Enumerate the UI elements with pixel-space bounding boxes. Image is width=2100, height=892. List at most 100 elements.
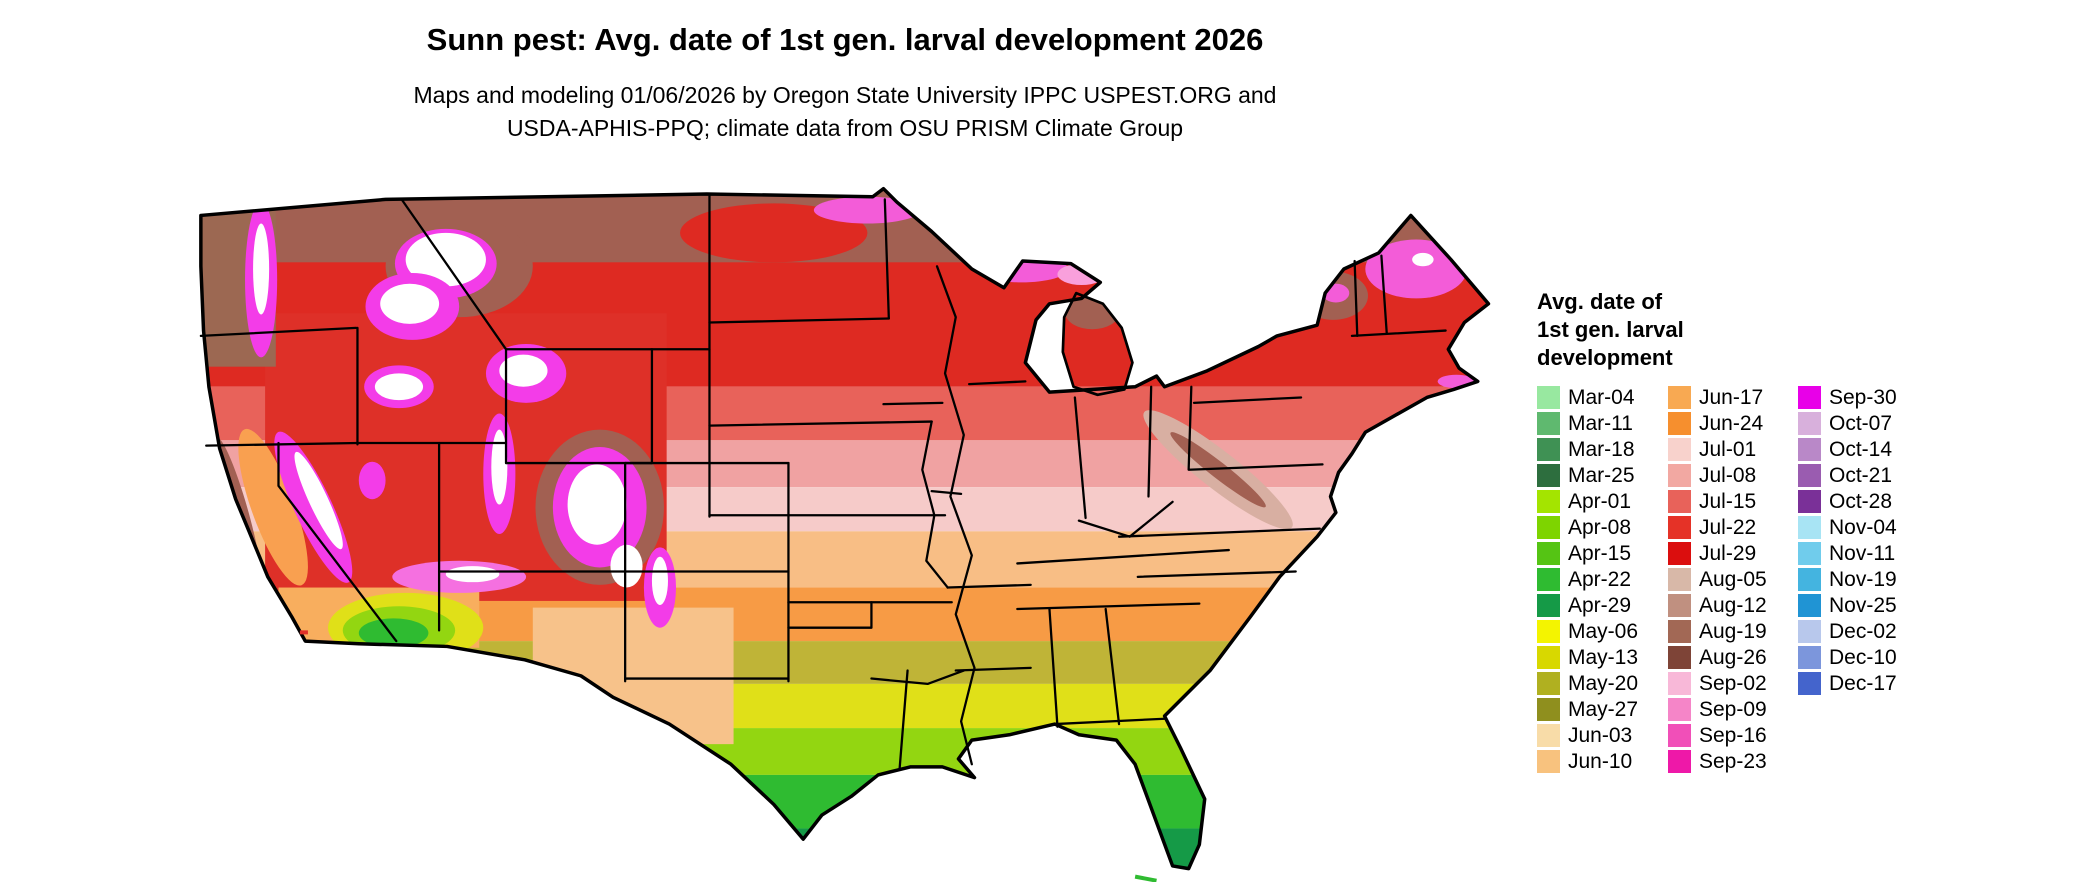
legend-entry: Jul-22	[1668, 516, 1798, 539]
legend-swatch	[1798, 490, 1821, 513]
legend-entry: Mar-11	[1537, 412, 1667, 435]
legend-label: Mar-04	[1568, 386, 1635, 409]
legend-entry: Nov-19	[1798, 568, 1928, 591]
legend-label: Jun-24	[1699, 412, 1764, 435]
legend-label: Apr-01	[1568, 490, 1632, 513]
legend-label: Sep-23	[1699, 750, 1767, 773]
legend-entry: Oct-28	[1798, 490, 1928, 513]
legend-swatch	[1537, 568, 1560, 591]
legend-entry: Jul-01	[1668, 438, 1798, 461]
legend-label: Sep-02	[1699, 672, 1767, 695]
map-subtitle-line1: Maps and modeling 01/06/2026 by Oregon S…	[413, 82, 1277, 108]
legend-entry: Jun-17	[1668, 386, 1798, 409]
legend-title: Avg. date of 1st gen. larval development	[1537, 288, 1957, 372]
legend-swatch	[1668, 542, 1691, 565]
us-map-svg	[199, 186, 1491, 883]
legend-label: Jun-17	[1699, 386, 1764, 409]
legend-swatch	[1798, 594, 1821, 617]
legend-entry: Oct-07	[1798, 412, 1928, 435]
legend-swatch	[1798, 464, 1821, 487]
legend-label: May-20	[1568, 672, 1639, 695]
legend-entry: Nov-04	[1798, 516, 1928, 539]
legend-label: Dec-02	[1829, 620, 1897, 643]
legend-label: Dec-10	[1829, 646, 1897, 669]
legend-entry: Oct-14	[1798, 438, 1928, 461]
legend-entry: Nov-11	[1798, 542, 1928, 565]
legend-entry: May-13	[1537, 646, 1667, 669]
legend-label: Apr-29	[1568, 594, 1632, 617]
legend-entry: May-27	[1537, 698, 1667, 721]
legend-entry: Mar-25	[1537, 464, 1667, 487]
us-outline	[199, 186, 1491, 871]
legend-swatch	[1798, 386, 1821, 409]
legend-swatch	[1668, 750, 1691, 773]
legend-swatch	[1537, 672, 1560, 695]
legend-swatch	[1798, 620, 1821, 643]
legend-swatch	[1668, 672, 1691, 695]
legend-label: Sep-09	[1699, 698, 1767, 721]
legend-swatch	[1668, 386, 1691, 409]
legend-label: Sep-16	[1699, 724, 1767, 747]
state-borders	[199, 192, 1447, 771]
legend-swatch	[1537, 620, 1560, 643]
legend-column-2: Jun-17 Jun-24 Jul-01 Jul-08 Jul-15 Jul-22 Jul-…	[1668, 386, 1798, 776]
legend-label: Jul-29	[1699, 542, 1757, 565]
legend-label: Jul-22	[1699, 516, 1757, 539]
legend-entry: Jul-15	[1668, 490, 1798, 513]
legend-label: Nov-11	[1829, 542, 1896, 565]
legend-label: Aug-26	[1699, 646, 1767, 669]
legend-entry: Jun-24	[1668, 412, 1798, 435]
legend-swatch	[1798, 672, 1821, 695]
us-map	[198, 186, 1494, 886]
legend-swatch	[1537, 594, 1560, 617]
legend-column-3: Sep-30 Oct-07 Oct-14 Oct-21 Oct-28 Nov-04 Nov-…	[1798, 386, 1928, 698]
legend-entry: Aug-26	[1668, 646, 1798, 669]
legend-label: Apr-15	[1568, 542, 1632, 565]
legend-entry: Sep-23	[1668, 750, 1798, 773]
legend-entry: Mar-04	[1537, 386, 1667, 409]
legend-entry: Oct-21	[1798, 464, 1928, 487]
legend-entry: Dec-02	[1798, 620, 1928, 643]
legend-swatch	[1668, 464, 1691, 487]
legend-entry: Dec-10	[1798, 646, 1928, 669]
legend-entry: Sep-16	[1668, 724, 1798, 747]
legend-swatch	[1798, 516, 1821, 539]
legend: Avg. date of 1st gen. larval development…	[1537, 288, 1957, 786]
legend-label: Nov-25	[1829, 594, 1897, 617]
legend-swatch	[1668, 568, 1691, 591]
legend-swatch	[1537, 646, 1560, 669]
legend-entry: May-20	[1537, 672, 1667, 695]
florida-keys	[1134, 874, 1157, 883]
legend-label: Sep-30	[1829, 386, 1897, 409]
legend-swatch	[1537, 516, 1560, 539]
legend-label: May-06	[1568, 620, 1639, 643]
legend-entry: Apr-22	[1537, 568, 1667, 591]
legend-entry: Apr-08	[1537, 516, 1667, 539]
legend-entry: Mar-18	[1537, 438, 1667, 461]
legend-swatch	[1668, 646, 1691, 669]
legend-label: May-27	[1568, 698, 1639, 721]
legend-label: Aug-19	[1699, 620, 1767, 643]
legend-label: Mar-18	[1568, 438, 1635, 461]
legend-entry: Aug-05	[1668, 568, 1798, 591]
legend-entry: Sep-30	[1798, 386, 1928, 409]
legend-title-line2: 1st gen. larval	[1537, 317, 1684, 342]
legend-label: Nov-19	[1829, 568, 1897, 591]
legend-entry: Aug-12	[1668, 594, 1798, 617]
legend-swatch	[1798, 542, 1821, 565]
legend-columns: Mar-04 Mar-11 Mar-18 Mar-25 Apr-01 Apr-08 Apr-…	[1537, 386, 1957, 786]
legend-swatch	[1537, 542, 1560, 565]
legend-label: Jun-03	[1568, 724, 1633, 747]
legend-title-line1: Avg. date of	[1537, 289, 1663, 314]
legend-entry: Sep-02	[1668, 672, 1798, 695]
legend-label: Aug-12	[1699, 594, 1767, 617]
legend-swatch	[1668, 412, 1691, 435]
legend-swatch	[1798, 438, 1821, 461]
map-fill	[200, 188, 1489, 869]
legend-swatch	[1668, 594, 1691, 617]
legend-title-line3: development	[1537, 345, 1673, 370]
legend-swatch	[1668, 724, 1691, 747]
legend-label: Oct-14	[1829, 438, 1893, 461]
legend-label: Oct-28	[1829, 490, 1893, 513]
legend-label: Apr-22	[1568, 568, 1632, 591]
